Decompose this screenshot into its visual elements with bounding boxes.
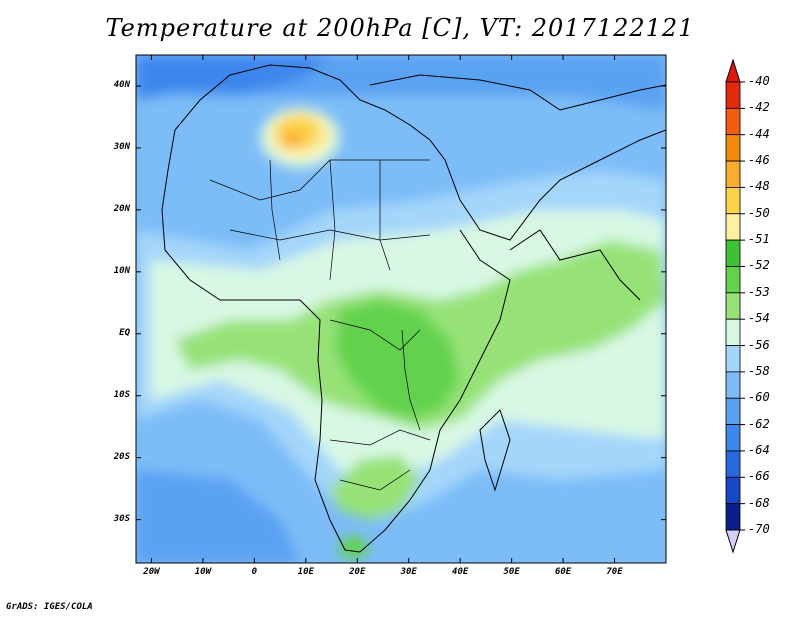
lon-label: 10E [297, 567, 314, 577]
lat-label: 30S [113, 513, 130, 524]
colorbar-label: -60 [748, 390, 770, 405]
lon-label: 60E [554, 567, 572, 577]
colorbar-swatch [725, 107, 741, 136]
colorbar-swatch [725, 213, 741, 241]
colorbar-label: -54 [748, 311, 770, 326]
borders [209, 159, 431, 491]
colorbar-under-arrow [725, 529, 741, 554]
colorbar-label: -53 [748, 284, 770, 299]
colorbar-label: -62 [748, 416, 770, 431]
colorbar-swatch [725, 318, 741, 346]
colorbar-swatch [725, 81, 741, 109]
colorbar-label: -48 [748, 179, 770, 194]
map-title: Temperature at 200hPa [C], VT: 201712212… [105, 14, 695, 42]
coastlines [161, 64, 666, 553]
lat-label: 20S [113, 451, 130, 462]
lon-label: 30E [400, 567, 417, 577]
colorbar-label: -64 [748, 442, 770, 457]
lon-label: 70E [606, 567, 623, 577]
colorbar-swatch [725, 134, 741, 162]
colorbar-over-arrow [725, 58, 741, 83]
grads-credit: GrADS: IGES/COLA [6, 602, 93, 612]
colorbar-label: -46 [748, 153, 770, 168]
lon-label: 50E [503, 567, 520, 577]
colorbar-label: -50 [748, 205, 770, 220]
lat-label: EQ [119, 327, 130, 338]
colorbar-swatch [725, 160, 741, 188]
colorbar-label: -70 [748, 522, 770, 536]
colorbar-label: -56 [748, 337, 770, 352]
colorbar-swatch [725, 397, 741, 425]
colorbar-label: -42 [748, 100, 770, 115]
colorbar-label: -51 [748, 232, 770, 247]
lat-label: 40N [113, 79, 130, 90]
lon-label: 10W [194, 567, 212, 577]
colorbar-label: -44 [748, 126, 770, 141]
colorbar-swatch [725, 187, 741, 215]
colorbar-swatch [725, 476, 741, 505]
colorbar-swatch [725, 239, 741, 267]
colorbar-label: -68 [748, 495, 770, 510]
colorbar-swatch [725, 292, 741, 320]
lon-label: 40E [452, 567, 469, 577]
lat-label: 10S [113, 389, 130, 400]
map-frame [135, 54, 667, 564]
colorbar-swatch [725, 450, 741, 478]
colorbar-swatch [725, 266, 741, 294]
colorbar-label: -66 [748, 469, 770, 484]
lon-label: 0 [251, 567, 258, 577]
temperature-field [136, 55, 666, 563]
lat-label: 10N [113, 265, 130, 276]
lon-label: 20E [349, 567, 366, 577]
colorbar-swatch [725, 345, 741, 373]
lat-label: 30N [113, 141, 130, 152]
colorbar-label: -58 [748, 363, 770, 378]
lon-label: 20W [143, 567, 160, 577]
colorbar-label: -52 [748, 258, 770, 273]
lat-label: 20N [113, 203, 130, 214]
colorbar-swatch [725, 424, 741, 452]
colorbar-label: -40 [748, 74, 770, 88]
colorbar-swatch [725, 371, 741, 399]
colorbar-swatch [725, 503, 741, 531]
